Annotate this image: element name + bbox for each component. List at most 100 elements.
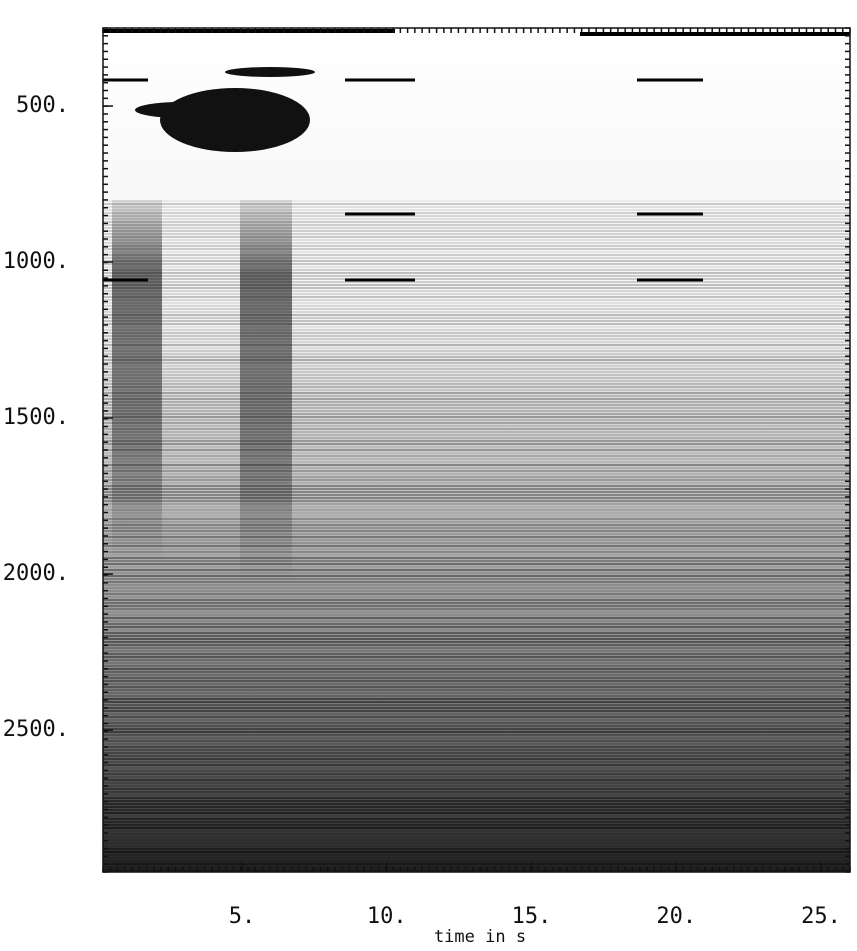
texture-band <box>103 815 850 817</box>
texture-band <box>103 263 850 265</box>
texture-band <box>103 329 850 331</box>
texture-band <box>103 821 850 823</box>
texture-band <box>103 266 850 268</box>
texture-band <box>103 491 850 493</box>
texture-band <box>103 707 850 709</box>
texture-band <box>103 359 850 361</box>
texture-band <box>103 563 850 565</box>
texture-band <box>103 587 850 589</box>
texture-band <box>103 428 850 430</box>
texture-band <box>103 305 850 307</box>
texture-band <box>103 470 850 472</box>
texture-band <box>103 518 850 520</box>
texture-band <box>103 650 850 652</box>
background <box>103 28 850 872</box>
texture-band <box>103 869 850 871</box>
y-tick-label: 2000. <box>3 561 69 586</box>
blob <box>225 67 315 77</box>
texture-band <box>103 758 850 760</box>
texture-band <box>103 416 850 418</box>
texture-band <box>103 839 850 841</box>
texture-band <box>103 419 850 421</box>
texture-band <box>103 863 850 865</box>
texture-band <box>103 755 850 757</box>
texture-band <box>103 533 850 535</box>
texture-band <box>103 698 850 700</box>
texture-band <box>103 224 850 226</box>
texture-band <box>103 284 850 286</box>
y-tick-label: 2500. <box>3 717 69 742</box>
texture-band <box>103 728 850 730</box>
texture-band <box>103 422 850 424</box>
texture-band <box>103 866 850 868</box>
texture-band <box>103 227 850 229</box>
y-tick-label: 1500. <box>3 405 69 430</box>
texture-band <box>103 479 850 481</box>
texture-band <box>103 341 850 343</box>
texture-band <box>103 722 850 724</box>
texture-band <box>103 551 850 553</box>
texture-band <box>103 311 850 313</box>
texture-band <box>103 830 850 832</box>
texture-band <box>103 611 850 613</box>
texture-band <box>103 203 850 205</box>
texture-band <box>103 536 850 538</box>
texture-band <box>103 740 850 742</box>
energy-column <box>112 200 162 560</box>
texture-band <box>103 818 850 820</box>
texture-band <box>103 488 850 490</box>
texture-band <box>103 596 850 598</box>
texture-band <box>103 773 850 775</box>
texture-band <box>103 632 850 634</box>
x-tick-label: 15. <box>512 904 552 929</box>
texture-band <box>103 674 850 676</box>
texture-band <box>103 656 850 658</box>
texture-band <box>103 521 850 523</box>
texture-band <box>103 767 850 769</box>
texture-band <box>103 239 850 241</box>
texture-band <box>103 590 850 592</box>
texture-band <box>103 350 850 352</box>
texture-band <box>103 665 850 667</box>
texture-band <box>103 218 850 220</box>
y-tick-label: 1000. <box>3 249 69 274</box>
texture-band <box>103 398 850 400</box>
texture-band <box>103 653 850 655</box>
texture-band <box>103 827 850 829</box>
texture-band <box>103 332 850 334</box>
texture-band <box>103 434 850 436</box>
texture-band <box>103 761 850 763</box>
texture-band <box>103 248 850 250</box>
texture-band <box>103 506 850 508</box>
texture-band <box>103 812 850 814</box>
texture-band <box>103 749 850 751</box>
texture-band <box>103 572 850 574</box>
texture-band <box>103 458 850 460</box>
texture-band <box>103 272 850 274</box>
texture-band <box>103 407 850 409</box>
texture-band <box>103 395 850 397</box>
texture-band <box>103 701 850 703</box>
texture-band <box>103 281 850 283</box>
texture-band <box>103 575 850 577</box>
texture-band <box>103 212 850 214</box>
texture-band <box>103 299 850 301</box>
texture-band <box>103 752 850 754</box>
texture-band <box>103 389 850 391</box>
texture-band <box>103 230 850 232</box>
texture-band <box>103 710 850 712</box>
texture-band <box>103 848 850 850</box>
texture-band <box>103 365 850 367</box>
texture-band <box>103 386 850 388</box>
texture-band <box>103 287 850 289</box>
texture-band <box>103 368 850 370</box>
texture-band <box>103 851 850 853</box>
texture-band <box>103 293 850 295</box>
texture-band <box>103 251 850 253</box>
texture-band <box>103 356 850 358</box>
texture-band <box>103 719 850 721</box>
texture-band <box>103 485 850 487</box>
texture-band <box>103 629 850 631</box>
texture-band <box>103 725 850 727</box>
texture-band <box>103 791 850 793</box>
